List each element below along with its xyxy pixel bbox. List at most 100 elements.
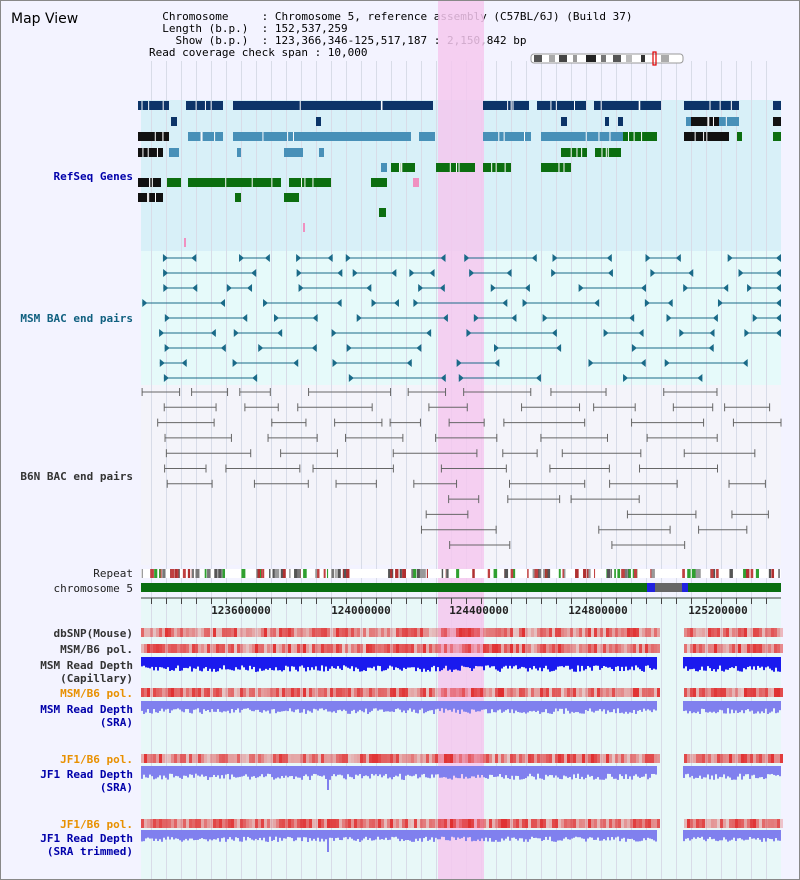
depth-bar (191, 657, 193, 672)
chromosome-bar (141, 583, 781, 592)
depth-bar (149, 657, 151, 669)
depth-bar (655, 657, 657, 670)
refseq-gene (737, 132, 742, 141)
heat-cell (573, 754, 576, 763)
track-label-msm-b6-pol-2[interactable]: MSM/B6 pol. (60, 687, 133, 700)
heat-cell (219, 754, 222, 763)
heat-cell (483, 644, 486, 653)
depth-bar (259, 766, 261, 777)
depth-bar (517, 657, 519, 670)
heat-cell (417, 819, 420, 828)
depth-bar (165, 766, 167, 778)
msm-bac-end (311, 344, 317, 352)
depth-bar (349, 766, 351, 777)
heat-cell (342, 644, 345, 653)
heat-cell (714, 754, 717, 763)
refseq-gene (623, 132, 657, 141)
msm-bac-end (429, 269, 435, 277)
msm-bac-end (551, 329, 557, 337)
heat-cell (189, 754, 192, 763)
heat-cell (435, 754, 438, 763)
heat-cell (336, 628, 339, 637)
depth-bar (417, 766, 419, 779)
heat-cell (291, 628, 294, 637)
track-label-chromosome[interactable]: chromosome 5 (53, 582, 133, 595)
depth-bar (497, 657, 499, 671)
heat-cell (207, 644, 210, 653)
track-label-jf1-b6-pol-2[interactable]: JF1/B6 pol. (60, 818, 133, 831)
repeat-element (154, 569, 158, 578)
depth-bar (289, 830, 291, 838)
track-label-msm-bac[interactable]: MSM BAC end pairs (20, 312, 133, 325)
heat-cell (348, 628, 351, 637)
repeat-element (487, 569, 491, 578)
heat-cell (735, 644, 738, 653)
depth-bar (767, 766, 769, 775)
depth-bar (341, 766, 343, 776)
depth-bar (161, 701, 163, 709)
track-label-msm-b6-pol-1[interactable]: MSM/B6 pol. (60, 643, 133, 656)
track-label-jf1-depth-sra[interactable]: JF1 Read Depth (SRA) (40, 768, 133, 794)
track-label-b6n-bac[interactable]: B6N BAC end pairs (20, 470, 133, 483)
depth-bar (171, 657, 173, 671)
depth-bar (369, 830, 371, 839)
track-label-repeat[interactable]: Repeat (93, 567, 133, 580)
track-label-jf1-depth-trim[interactable]: JF1 Read Depth (SRA trimmed) (40, 832, 133, 858)
depth-bar (567, 766, 569, 778)
heat-cell (600, 644, 603, 653)
depth-bar (209, 701, 211, 713)
repeat-element (170, 569, 175, 578)
heat-cell (591, 754, 594, 763)
track-label-jf1-b6-pol-1[interactable]: JF1/B6 pol. (60, 753, 133, 766)
depth-bar (487, 830, 489, 842)
depth-bar (401, 830, 403, 840)
depth-bar (573, 830, 575, 838)
depth-bar (245, 701, 247, 709)
heat-cell (285, 754, 288, 763)
depth-bar (587, 766, 589, 775)
track-label-msm-depth-sra[interactable]: MSM Read Depth (SRA) (40, 703, 133, 729)
heat-cell (258, 754, 261, 763)
depth-bar (165, 701, 167, 710)
heat-cell (777, 644, 780, 653)
depth-bar (381, 701, 383, 710)
depth-bar (285, 657, 287, 666)
depth-bar (297, 766, 299, 778)
depth-bar (763, 657, 765, 671)
heat-cell (618, 819, 621, 828)
track-label-msm-depth-cap[interactable]: MSM Read Depth (Capillary) (40, 659, 133, 685)
depth-bar (617, 766, 619, 780)
heat-cell (768, 688, 771, 697)
heat-cell (339, 819, 342, 828)
heat-cell (489, 754, 492, 763)
heat-cell (687, 819, 690, 828)
heat-cell (249, 644, 252, 653)
depth-bar (435, 830, 437, 838)
depth-bar (757, 657, 759, 666)
depth-bar (729, 830, 731, 841)
depth-bar (151, 701, 153, 714)
heat-cell (609, 628, 612, 637)
repeat-element (536, 569, 539, 578)
msm-bac-end (645, 254, 651, 262)
heat-cell (654, 644, 657, 653)
track-label-refseq[interactable]: RefSeq Genes (53, 170, 133, 183)
heat-cell (429, 644, 432, 653)
depth-bar (315, 766, 317, 775)
track-label-dbsnp[interactable]: dbSNP(Mouse) (53, 627, 133, 640)
depth-bar (507, 701, 509, 710)
ideogram-band (573, 55, 577, 62)
depth-bar (257, 830, 259, 841)
depth-bar (777, 657, 779, 672)
depth-bar (423, 657, 425, 669)
heat-cell (441, 754, 444, 763)
heat-cell (726, 754, 729, 763)
depth-bar (315, 830, 317, 841)
heat-cell (468, 754, 471, 763)
depth-bar (293, 657, 295, 667)
depth-bar (637, 766, 639, 777)
depth-bar (513, 657, 515, 667)
refseq-gene (138, 132, 169, 141)
depth-bar (653, 766, 655, 774)
